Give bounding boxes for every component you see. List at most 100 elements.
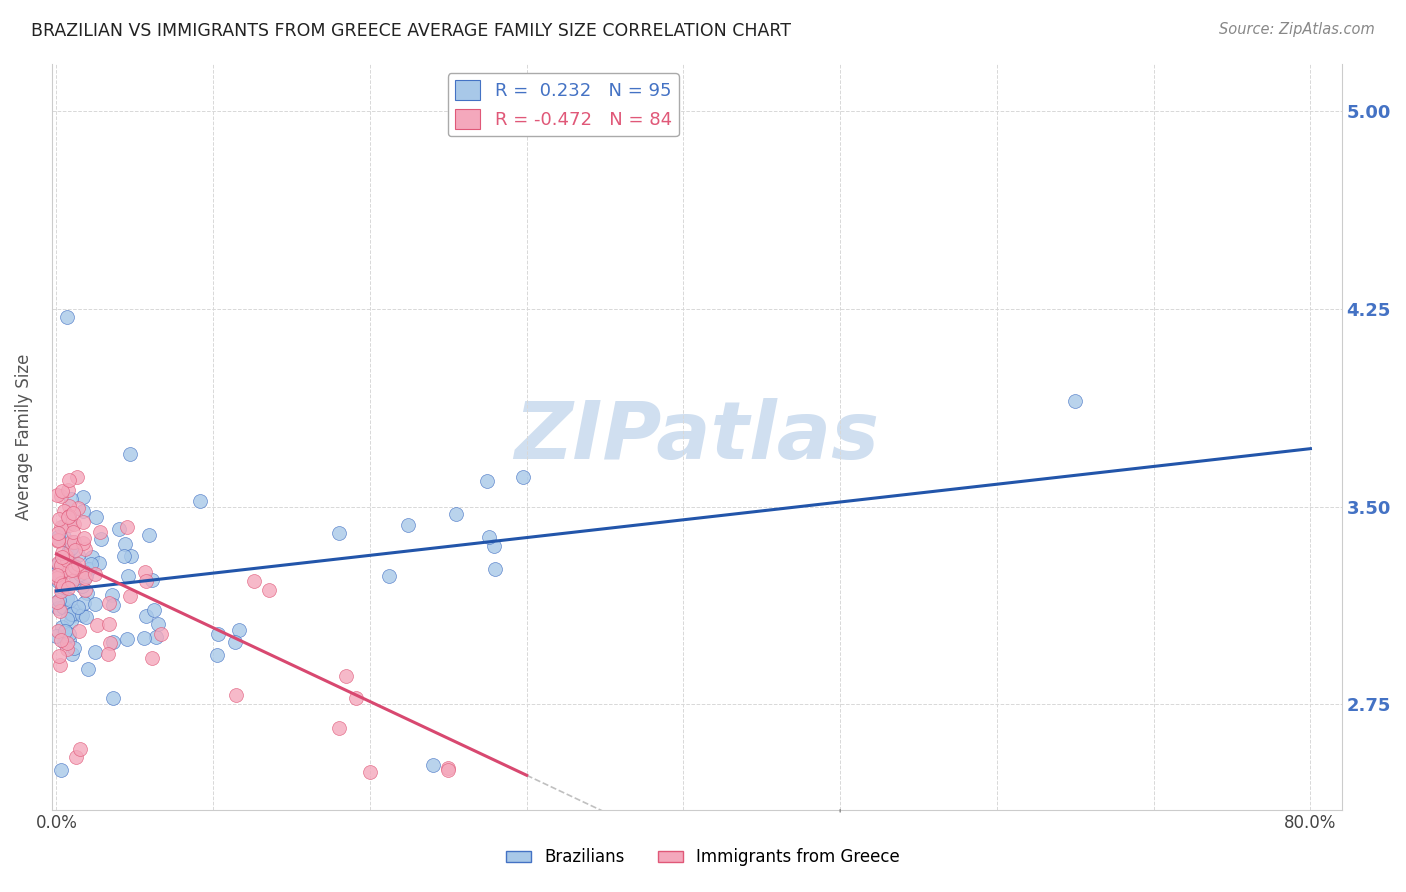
Point [477, 474, 499, 488]
Point [56, 642, 79, 657]
Point [46, 574, 69, 588]
Point [51, 583, 73, 598]
Point [46, 571, 69, 585]
Point [56, 547, 79, 561]
Point [63, 516, 86, 531]
Point [101, 599, 124, 613]
Point [48, 534, 70, 549]
Point [138, 528, 160, 542]
Point [52, 578, 75, 592]
Point [77, 562, 100, 576]
Point [63, 534, 86, 549]
Point [48, 593, 70, 607]
Point [72, 535, 94, 549]
Point [46, 525, 69, 540]
Point [53, 624, 76, 639]
Point [65, 571, 87, 585]
Point [75, 609, 97, 624]
Text: Source: ZipAtlas.com: Source: ZipAtlas.com [1219, 22, 1375, 37]
Point [58, 632, 80, 647]
Point [51, 620, 73, 634]
Point [83, 598, 105, 612]
Point [49, 763, 72, 777]
Point [149, 627, 172, 641]
Point [49, 604, 72, 618]
Point [69, 742, 91, 756]
Point [66, 469, 89, 483]
Point [98, 596, 121, 610]
Point [80, 549, 103, 564]
Point [46, 601, 69, 615]
Point [58, 508, 80, 523]
Point [62, 608, 84, 623]
Point [75, 571, 97, 585]
Point [328, 721, 350, 735]
Point [205, 648, 228, 662]
Point [378, 569, 401, 583]
Point [49, 489, 72, 503]
Y-axis label: Average Family Size: Average Family Size [15, 353, 32, 520]
Point [46, 557, 69, 571]
Point [512, 470, 534, 484]
Point [55, 550, 77, 565]
Point [63, 559, 86, 574]
Point [83, 645, 105, 659]
Point [67, 564, 90, 578]
Point [141, 573, 163, 587]
Point [84, 566, 107, 581]
Point [56, 483, 79, 498]
Point [49, 570, 72, 584]
Point [134, 565, 156, 579]
Point [58, 627, 80, 641]
Point [46, 567, 69, 582]
Point [77, 662, 100, 676]
Point [328, 525, 350, 540]
Point [59, 514, 82, 528]
Point [46, 530, 69, 544]
Point [84, 509, 107, 524]
Point [344, 691, 367, 706]
Point [55, 612, 77, 626]
Point [73, 596, 96, 610]
Legend: R =  0.232   N = 95, R = -0.472   N = 84: R = 0.232 N = 95, R = -0.472 N = 84 [447, 73, 679, 136]
Point [66, 501, 89, 516]
Point [80, 557, 103, 571]
Point [55, 549, 77, 563]
Point [63, 543, 86, 558]
Point [62, 506, 84, 520]
Point [437, 760, 460, 774]
Point [59, 491, 82, 506]
Point [56, 310, 79, 324]
Point [60, 607, 83, 621]
Point [396, 517, 419, 532]
Point [141, 651, 163, 665]
Point [145, 630, 167, 644]
Point [49, 565, 72, 579]
Point [69, 567, 91, 582]
Point [482, 539, 505, 553]
Point [59, 541, 82, 556]
Point [118, 447, 141, 461]
Point [67, 557, 90, 571]
Point [66, 549, 89, 563]
Point [75, 569, 97, 583]
Point [58, 499, 80, 513]
Point [73, 566, 96, 580]
Text: BRAZILIAN VS IMMIGRANTS FROM GREECE AVERAGE FAMILY SIZE CORRELATION CHART: BRAZILIAN VS IMMIGRANTS FROM GREECE AVER… [31, 22, 792, 40]
Point [52, 530, 75, 544]
Point [90, 533, 112, 547]
Point [108, 522, 131, 536]
Point [148, 617, 170, 632]
Point [60, 647, 83, 661]
Point [55, 553, 77, 567]
Point [63, 560, 86, 574]
Point [120, 549, 142, 563]
Point [62, 606, 84, 620]
Point [188, 494, 211, 508]
Point [120, 589, 142, 603]
Point [53, 504, 76, 518]
Point [359, 765, 381, 780]
Point [45, 488, 67, 502]
Point [51, 580, 73, 594]
Point [63, 534, 86, 549]
